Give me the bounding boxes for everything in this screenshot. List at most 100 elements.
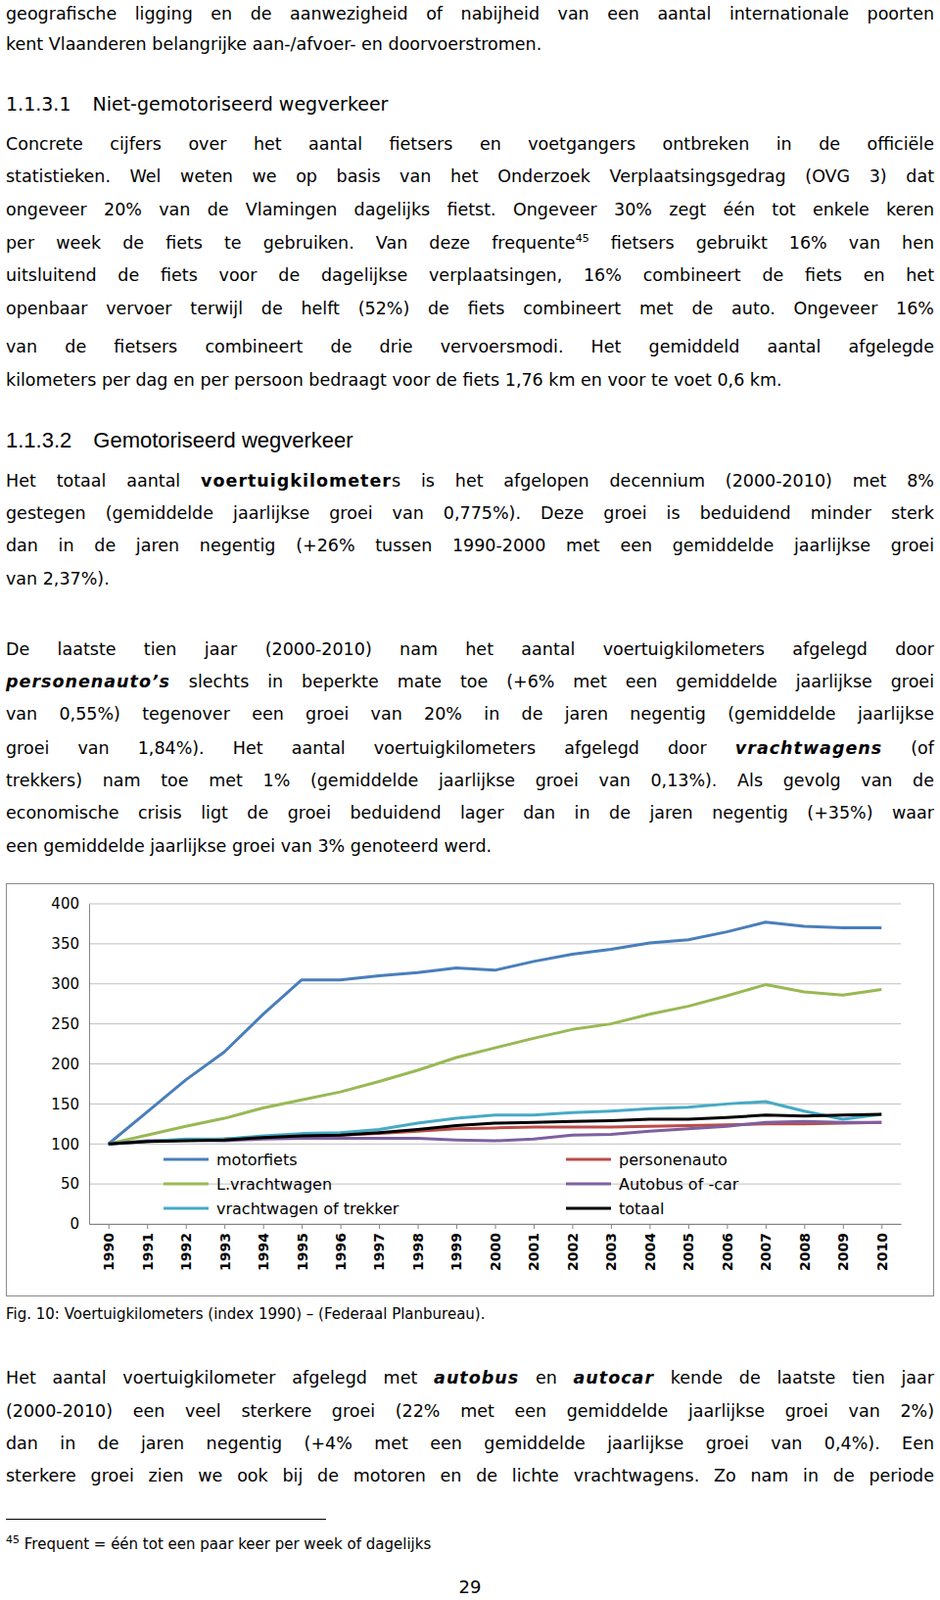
text-run: per week de fiets te gebruiken. Van deze…	[5, 233, 576, 253]
text-line: statistieken. Wel weten we op basis van …	[5, 161, 935, 191]
tick-mark	[688, 1223, 690, 1229]
tick-mark	[765, 1223, 767, 1229]
tick-label: 2003	[603, 1232, 619, 1271]
text-run: van 0,55%) tegenover een groei van 20% i…	[5, 704, 935, 724]
tick: 2010	[874, 1223, 891, 1271]
text-run: statistieken. Wel weten we op basis van …	[5, 166, 935, 187]
figure-caption: Fig. 10: Voertuigkilometers (index 1990)…	[5, 1303, 486, 1325]
tick-mark	[533, 1223, 535, 1229]
text-run: groei van 1,84%). Het aantal voertuigkil…	[5, 738, 736, 758]
text-line: gestegen (gemiddelde jaarlijkse groei va…	[5, 498, 935, 528]
tick-mark	[726, 1223, 728, 1229]
tick: 50	[60, 1175, 90, 1193]
tick-mark	[803, 1223, 805, 1229]
text-line: Het aantal voertuigkilometer afgelegd me…	[5, 1363, 935, 1393]
text-run: ongeveer 20% van de Vlamingen dagelijks …	[5, 199, 935, 220]
tick: 2001	[525, 1223, 542, 1271]
legend-item: Autobus of -car	[565, 1175, 740, 1194]
tick-label: 150	[50, 1095, 80, 1114]
text-run: gestegen (gemiddelde jaarlijkse groei va…	[5, 503, 935, 523]
text-line: personenauto’s slechts in beperkte mate …	[5, 666, 935, 697]
tick-mark	[301, 1223, 303, 1229]
tick-mark	[495, 1223, 497, 1229]
grid-line	[89, 983, 901, 985]
tick-label: 2005	[680, 1232, 697, 1271]
tick-label: 300	[50, 975, 80, 993]
text-run: kent Vlaanderen belangrijke aan-/afvoer-…	[5, 34, 542, 54]
text-line: kilometers per dag en per persoon bedraa…	[5, 365, 935, 395]
x-axis: 1990199119921993199419951996199719981999…	[90, 1223, 902, 1271]
tick: 2006	[719, 1223, 736, 1271]
text-line: van de fietsers combineert de drie vervo…	[5, 331, 935, 362]
text-run: een gemiddelde jaarlijkse groei van 3% g…	[5, 836, 492, 856]
tick-label: 200	[50, 1055, 80, 1074]
text-run: sterkere groei zien we ook bij de motore…	[5, 1465, 935, 1486]
text-run: Het aantal voertuigkilometer afgelegd me…	[5, 1367, 434, 1388]
tick: 350	[50, 935, 90, 953]
tick-mark	[456, 1223, 458, 1229]
tick: 2007	[757, 1223, 774, 1271]
legend-swatch	[163, 1182, 209, 1186]
tick: 1992	[178, 1223, 194, 1271]
tick-label: 250	[50, 1015, 80, 1034]
tick-label: 400	[50, 894, 80, 913]
grid-line	[89, 1183, 901, 1185]
footnote-text: Frequent = één tot een paar keer per wee…	[24, 1535, 431, 1553]
text-line: trekkers) nam toe met 1% (gemiddelde jaa…	[5, 765, 935, 796]
legend-item: personenauto	[565, 1150, 728, 1170]
text-run: economische crisis ligt de groei beduide…	[5, 802, 935, 823]
tick-mark	[649, 1223, 651, 1229]
tick: 250	[50, 1015, 90, 1034]
legend-item: motorfiets	[163, 1150, 298, 1170]
text-run: 45	[575, 232, 590, 245]
tick: 1996	[332, 1223, 349, 1271]
tick-label: 2001	[525, 1232, 542, 1271]
tick: 1993	[217, 1223, 234, 1271]
heading-title: Gemotoriseerd wegverkeer	[93, 427, 353, 453]
page-number: 29	[421, 1573, 519, 1600]
tick-label: 2004	[642, 1232, 658, 1271]
tick-mark	[108, 1223, 110, 1229]
tick-mark	[843, 1223, 845, 1229]
text-run: personenauto’s	[5, 671, 171, 692]
tick: 400	[50, 894, 90, 913]
tick-label: 1995	[294, 1232, 311, 1271]
legend-swatch	[565, 1158, 611, 1162]
text-line: dan in de jaren negentig (+4% met een ge…	[5, 1428, 935, 1458]
tick-mark	[146, 1223, 148, 1229]
tick-mark	[418, 1223, 420, 1229]
legend-item: L.vrachtwagen	[163, 1175, 332, 1194]
footnote-marker: 45	[5, 1533, 20, 1547]
grid-line	[89, 903, 901, 905]
text-line: (2000-2010) een veel sterkere groei (22%…	[5, 1396, 935, 1426]
legend-item: totaal	[565, 1199, 664, 1219]
text-run: kilometers per dag en per persoon bedraa…	[5, 370, 783, 390]
text-run: kende de laatste tien jaar	[654, 1367, 935, 1388]
text-line: openbaar vervoer terwijl de helft (52%) …	[5, 293, 935, 324]
tick-label: 1998	[410, 1232, 426, 1271]
text-run: dan in de jaren negentig (+26% tussen 19…	[5, 535, 935, 556]
tick-label: 1997	[371, 1232, 387, 1271]
tick-mark	[571, 1223, 573, 1229]
legend-label: personenauto	[618, 1150, 728, 1170]
text-line: sterkere groei zien we ook bij de motore…	[5, 1460, 935, 1491]
chart: 0501001502002503003504001990199119921993…	[5, 883, 935, 1297]
tick-label: 100	[50, 1135, 80, 1154]
tick: 1998	[410, 1223, 426, 1271]
text-run: (2000-2010) een veel sterkere groei (22%…	[5, 1401, 935, 1421]
text-line: Het totaal aantal voertuigkilometers is …	[5, 466, 935, 496]
text-run: De laatste tien jaar (2000-2010) nam het…	[5, 639, 935, 659]
tick-label: 1990	[100, 1232, 117, 1271]
legend-swatch	[565, 1207, 611, 1211]
text-line: economische crisis ligt de groei beduide…	[5, 798, 935, 828]
text-run: autocar	[573, 1367, 655, 1388]
text-run: fietsers gebruikt 16% van hen	[589, 233, 935, 253]
footnote: 45 Frequent = één tot een paar keer per …	[5, 1533, 431, 1555]
tick: 1999	[448, 1223, 465, 1271]
tick: 1997	[371, 1223, 387, 1271]
legend-label: Autobus of -car	[618, 1175, 740, 1194]
tick-label: 2000	[487, 1232, 504, 1271]
text-line: een gemiddelde jaarlijkse groei van 3% g…	[5, 831, 935, 861]
legend-label: totaal	[618, 1199, 664, 1219]
grid-line	[89, 1023, 901, 1025]
